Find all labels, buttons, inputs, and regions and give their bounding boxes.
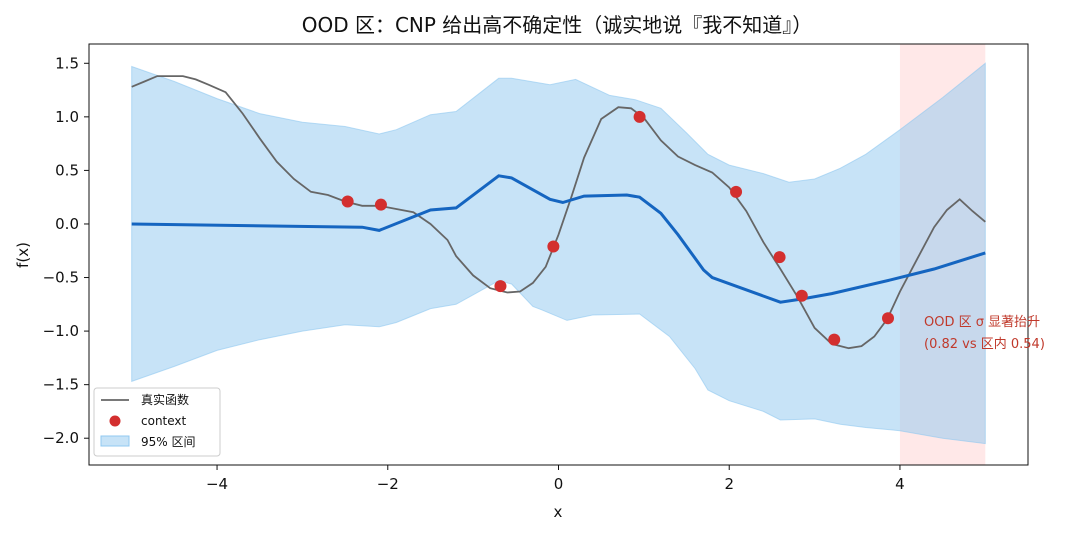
context-point [374, 198, 387, 211]
context-point [494, 280, 507, 293]
x-tick-label: 2 [724, 475, 734, 493]
x-tick-label: −2 [377, 475, 399, 493]
legend: 真实函数 context 95% 区间 [93, 387, 221, 457]
context-point [730, 185, 743, 198]
x-tick-label: 4 [895, 475, 905, 493]
legend-band-label: 95% 区间 [141, 435, 196, 449]
y-tick-label: 0.0 [55, 215, 79, 233]
context-points [341, 110, 895, 346]
legend-band-swatch [100, 435, 130, 447]
context-point [633, 110, 646, 123]
context-point [341, 195, 354, 208]
x-axis-label: x [554, 503, 563, 521]
legend-true-function-label: 真实函数 [141, 392, 189, 407]
context-point [773, 251, 786, 264]
annotation: OOD 区 σ 显著抬升 (0.82 vs 区内 0.54) [924, 315, 1045, 352]
legend-context-swatch [109, 415, 121, 427]
context-point [547, 240, 560, 253]
y-axis-label: f(x) [14, 242, 32, 268]
plot-area [131, 44, 986, 465]
uncertainty-band [131, 62, 986, 445]
x-tick-label: −4 [206, 475, 228, 493]
y-tick-label: −1.5 [43, 376, 79, 394]
context-point [828, 333, 841, 346]
y-tick-label: −0.5 [43, 269, 79, 287]
y-tick-label: 1.0 [55, 108, 79, 126]
chart-title: OOD 区：CNP 给出高不确定性（诚实地说『我不知道』） [302, 13, 813, 37]
x-tick-label: 0 [554, 475, 564, 493]
y-axis-ticks: −2.0 −1.5 −1.0 −0.5 0.0 0.5 1.0 1.5 [43, 54, 89, 447]
y-tick-label: 1.5 [55, 54, 79, 72]
y-tick-label: −2.0 [43, 429, 79, 447]
context-point [795, 289, 808, 302]
y-tick-label: 0.5 [55, 161, 79, 179]
annotation-line-1: OOD 区 σ 显著抬升 [924, 315, 1040, 330]
annotation-line-2: (0.82 vs 区内 0.54) [924, 336, 1045, 352]
mean-line [131, 174, 986, 304]
x-axis-ticks: −4 −2 0 2 4 [206, 465, 905, 493]
context-point [882, 312, 895, 325]
legend-context-label: context [141, 414, 187, 428]
y-tick-label: −1.0 [43, 322, 79, 340]
true-function-line [131, 75, 986, 350]
